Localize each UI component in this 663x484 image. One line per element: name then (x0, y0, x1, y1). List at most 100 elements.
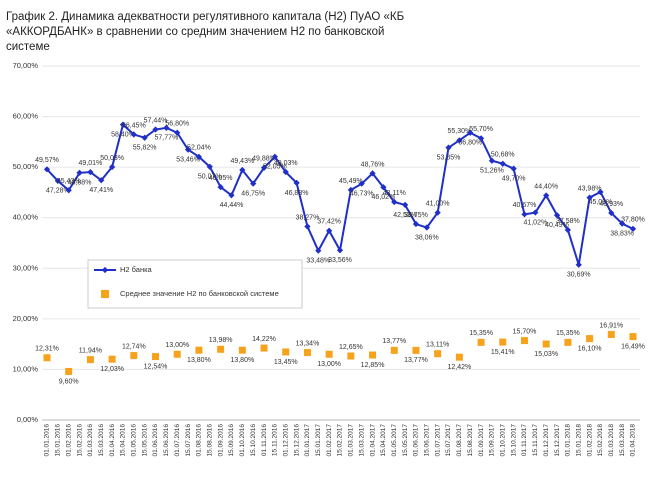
point-marker (607, 330, 615, 338)
data-label: 38,06% (415, 234, 439, 241)
point-marker (130, 352, 138, 360)
point-marker (488, 157, 496, 164)
x-tick-label: 15.02.2016 (76, 424, 83, 457)
point-marker (564, 338, 572, 346)
x-tick-label: 01.04.2017 (369, 424, 376, 457)
data-label: 49,03% (274, 160, 298, 167)
data-label: 37,80% (621, 217, 645, 224)
point-marker (325, 350, 333, 358)
data-label: 13,77% (404, 357, 428, 364)
data-label: 13,45% (274, 359, 298, 366)
y-tick-label: 50,00% (13, 162, 39, 171)
data-label: 53,85% (437, 155, 461, 162)
x-tick-label: 01.04.2016 (109, 424, 116, 457)
x-tick-label: 15.05.2017 (402, 424, 409, 457)
data-label: 13,00% (165, 342, 189, 349)
x-tick-label: 01.01.2017 (304, 424, 311, 457)
data-label: 15,70% (513, 328, 537, 335)
x-tick-label: 15.02.2018 (597, 424, 604, 457)
data-label: 12,74% (122, 343, 146, 350)
data-label: 55,70% (469, 126, 493, 133)
data-label: 49,70% (502, 176, 526, 183)
data-label: 12,31% (35, 346, 59, 353)
point-marker (86, 356, 94, 364)
x-tick-label: 01.11.2017 (521, 424, 528, 456)
data-label: 44,40% (534, 183, 558, 190)
point-marker (43, 166, 51, 173)
point-marker (238, 346, 246, 354)
point-marker (108, 163, 116, 171)
x-tick-label: 01.09.2016 (217, 424, 224, 457)
data-label: 46,73% (350, 191, 374, 198)
x-tick-label: 01.01.2016 (44, 424, 51, 457)
data-label: 12,42% (447, 364, 471, 371)
legend-marker (101, 290, 109, 298)
point-marker (76, 169, 83, 176)
data-label: 56,80% (458, 140, 482, 147)
x-tick-label: 01.03.2017 (348, 424, 355, 457)
x-tick-label: 15.08.2017 (467, 424, 474, 457)
point-marker (87, 169, 94, 176)
data-label: 38,75% (404, 212, 428, 219)
data-label: 38,83% (610, 230, 634, 237)
data-label: 16,10% (578, 345, 602, 352)
data-label: 47,41% (89, 187, 113, 194)
y-tick-label: 0,00% (17, 415, 39, 424)
point-marker (542, 340, 550, 348)
data-label: 56,45% (122, 122, 146, 129)
x-tick-label: 01.03.2018 (608, 424, 615, 457)
legend-label: Н2 банка (120, 265, 153, 274)
data-label: 49,01% (79, 160, 103, 167)
point-marker (282, 348, 290, 356)
data-label: 46,05% (209, 175, 233, 182)
data-label: 49,57% (35, 157, 59, 164)
x-tick-label: 15.06.2017 (424, 424, 431, 457)
data-label: 40,67% (513, 202, 537, 209)
x-tick-label: 01.08.2016 (196, 424, 203, 457)
chart-title: График 2. Динамика адекватности регуляти… (6, 11, 405, 53)
data-label: 41,02% (523, 219, 547, 226)
point-marker (260, 344, 268, 352)
data-label: 33,48% (306, 258, 330, 265)
legend-box (87, 259, 303, 309)
x-tick-label: 15.10.2016 (250, 424, 257, 457)
y-tick-label: 70,00% (13, 61, 39, 70)
point-marker (434, 350, 442, 358)
data-label: 37,58% (556, 218, 580, 225)
point-marker (195, 346, 203, 354)
point-marker (347, 186, 354, 194)
data-label: 42,53% (393, 212, 417, 219)
x-tick-label: 01.09.2017 (478, 424, 485, 457)
x-tick-label: 15.04.2017 (380, 424, 387, 457)
x-tick-label: 15.03.2017 (358, 424, 365, 457)
y-tick-label: 40,00% (13, 213, 39, 222)
data-label: 14,22% (252, 336, 276, 343)
x-tick-label: 15.03.2016 (98, 424, 105, 457)
data-label: 13,34% (296, 340, 320, 347)
data-label: 46,02% (372, 194, 396, 201)
x-tick-label: 15.01.2016 (55, 424, 62, 457)
data-label: 30,69% (567, 272, 591, 279)
point-marker (629, 333, 637, 341)
point-marker (304, 223, 311, 230)
point-marker (108, 355, 116, 363)
x-tick-label: 01.10.2016 (239, 424, 246, 457)
point-marker (152, 353, 160, 361)
point-marker (369, 351, 377, 359)
x-tick-label: 15.06.2016 (163, 424, 170, 457)
point-marker (228, 192, 235, 199)
x-tick-label: 01.10.2017 (499, 424, 506, 457)
x-tick-label: 15.04.2016 (120, 424, 127, 457)
data-label: 43,11% (383, 190, 406, 197)
x-tick-label: 01.04.2018 (630, 424, 637, 457)
data-label: 13,11% (426, 342, 449, 349)
x-tick-label: 15.02.2017 (337, 424, 344, 457)
data-label: 13,98% (209, 337, 233, 344)
point-marker (510, 165, 517, 172)
data-label: 16,49% (621, 343, 645, 350)
x-tick-label: 01.05.2017 (391, 424, 398, 457)
data-label: 40,93% (599, 201, 623, 208)
data-label: 45,43% (57, 178, 81, 185)
x-tick-label: 01.12.2016 (282, 424, 289, 457)
x-tick-label: 01.07.2016 (174, 424, 181, 457)
